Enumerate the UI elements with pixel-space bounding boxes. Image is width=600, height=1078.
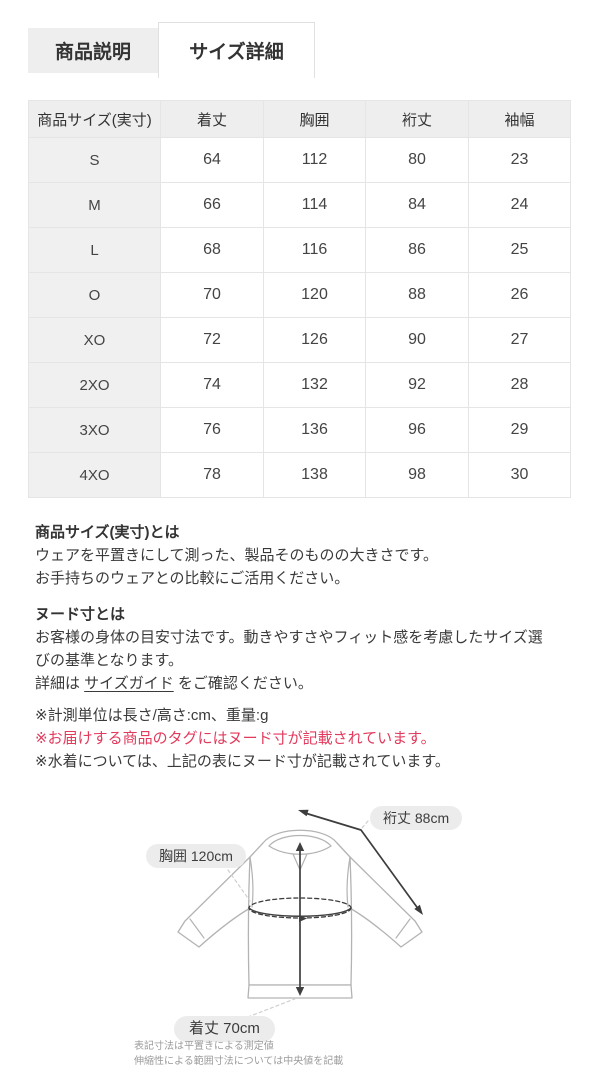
table-row: 2XO 74 132 92 28 [28,362,571,408]
body-length-label: 着丈 70cm [174,1016,275,1042]
size-label: 2XO [28,362,161,408]
cell-value: 74 [160,362,264,408]
chest-label: 胸囲 120cm [146,844,246,868]
cell-value: 72 [160,317,264,363]
garment-illustration [177,809,423,1018]
nude-size-body: お客様の身体の目安寸法です。動きやすさやフィット感を考慮したサイズ選びの基準とな… [35,629,543,669]
cell-value: 120 [263,272,366,318]
note-swimwear: ※水着については、上記の表にヌード寸が記載されています。 [35,753,450,770]
actual-size-line: お手持ちのウェアとの比較にご活用ください。 [35,570,350,587]
cell-value: 64 [160,137,264,183]
col-header-length: 着丈 [160,100,264,138]
cell-value: 66 [160,182,264,228]
actual-size-line: ウェアを平置きにして測った、製品そのものの大きさです。 [35,547,439,564]
cell-value: 68 [160,227,264,273]
size-table: 商品サイズ(実寸) 着丈 胸囲 裄丈 袖幅 S 64 112 80 23 M 6… [28,100,571,498]
size-label: 3XO [28,407,161,453]
cell-value: 28 [468,362,571,408]
table-row: O 70 120 88 26 [28,272,571,318]
tab-bar: 商品説明 サイズ詳細 [28,22,315,78]
cell-value: 132 [263,362,366,408]
table-row: XO 72 126 90 27 [28,317,571,363]
actual-size-heading: 商品サイズ(実寸)とは [35,524,180,541]
cell-value: 29 [468,407,571,453]
tab-size-detail[interactable]: サイズ詳細 [158,22,315,78]
diagram-disclaimer: 表記寸法は平置きによる測定値 伸縮性による範囲寸法については中央値を記載 [134,1039,343,1069]
col-header-sleeve: 裄丈 [365,100,469,138]
cell-value: 25 [468,227,571,273]
size-label: L [28,227,161,273]
note-tag-nude-size: ※お届けする商品のタグにはヌード寸が記載されています。 [35,730,436,747]
col-header-chest: 胸囲 [263,100,366,138]
cell-value: 90 [365,317,469,363]
note-measure-unit: ※計測単位は長さ/高さ:cm、重量:g [35,707,269,724]
table-row: S 64 112 80 23 [28,137,571,183]
measurement-diagram: 裄丈 88cm 胸囲 120cm 着丈 70cm 表記寸法は平置きによる測定値 … [100,780,520,1078]
cell-value: 78 [160,452,264,498]
disclaimer-line: 伸縮性による範囲寸法については中央値を記載 [134,1056,344,1067]
cell-value: 96 [365,407,469,453]
size-info-section: 商品サイズ(実寸)とは ウェアを平置きにして測った、製品そのものの大きさです。 … [35,521,543,773]
size-guide-line: 詳細は サイズガイド をご確認ください。 [35,672,543,695]
cell-value: 84 [365,182,469,228]
nude-size-heading: ヌード寸とは [35,606,126,623]
table-row: M 66 114 84 24 [28,182,571,228]
cell-value: 80 [365,137,469,183]
cell-value: 116 [263,227,366,273]
size-label: 4XO [28,452,161,498]
cell-value: 27 [468,317,571,363]
size-label: O [28,272,161,318]
cell-value: 26 [468,272,571,318]
cell-value: 112 [263,137,366,183]
size-label: M [28,182,161,228]
cell-value: 126 [263,317,366,363]
cell-value: 86 [365,227,469,273]
table-row: 3XO 76 136 96 29 [28,407,571,453]
table-row: L 68 116 86 25 [28,227,571,273]
table-header-row: 商品サイズ(実寸) 着丈 胸囲 裄丈 袖幅 [28,100,571,138]
cell-value: 98 [365,452,469,498]
cell-value: 136 [263,407,366,453]
cell-value: 114 [263,182,366,228]
size-guide-prefix: 詳細は [35,675,85,692]
size-guide-link[interactable]: サイズガイド [84,675,174,692]
disclaimer-line: 表記寸法は平置きによる測定値 [134,1041,274,1052]
size-label: S [28,137,161,183]
cell-value: 92 [365,362,469,408]
cell-value: 70 [160,272,264,318]
tab-product-description[interactable]: 商品説明 [28,28,158,73]
col-header-size: 商品サイズ(実寸) [28,100,161,138]
notes-block: ※計測単位は長さ/高さ:cm、重量:g ※お届けする商品のタグにはヌード寸が記載… [35,704,543,773]
cell-value: 24 [468,182,571,228]
size-guide-suffix: をご確認ください。 [173,675,313,692]
col-header-sleeve-width: 袖幅 [468,100,571,138]
sleeve-length-label: 裄丈 88cm [370,806,463,830]
cell-value: 138 [263,452,366,498]
cell-value: 88 [365,272,469,318]
size-label: XO [28,317,161,363]
cell-value: 30 [468,452,571,498]
cell-value: 76 [160,407,264,453]
cell-value: 23 [468,137,571,183]
table-row: 4XO 78 138 98 30 [28,452,571,498]
